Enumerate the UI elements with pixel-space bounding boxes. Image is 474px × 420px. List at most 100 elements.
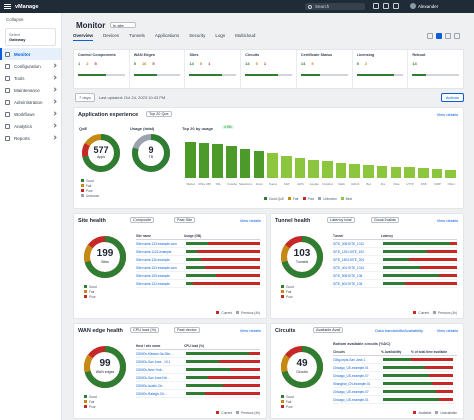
- view-details-link[interactable]: View details: [239, 328, 261, 333]
- help-icon[interactable]: [373, 3, 379, 9]
- row-link[interactable]: Site-name-123.example.com: [136, 241, 177, 246]
- row-link[interactable]: SITE_602:SITE_105: [333, 281, 363, 286]
- stat-card[interactable]: Licensing 5 2: [353, 50, 409, 88]
- table-row[interactable]: Shanghai_CN-example-01: [333, 380, 457, 388]
- user-menu[interactable]: Alexander: [410, 3, 438, 9]
- chart-bar[interactable]: [431, 169, 443, 178]
- chart-bar[interactable]: [226, 146, 237, 178]
- row-link[interactable]: C8000v-Austin-Ctr...: [136, 383, 165, 388]
- row-link[interactable]: SITE_005:SITE_1012: [333, 241, 365, 246]
- sidebar-item-reports[interactable]: Reports: [0, 132, 61, 144]
- table-row[interactable]: SITE_602:SITE_105: [333, 280, 457, 288]
- metric-dropdown[interactable]: Available Avail: [313, 327, 344, 333]
- tab-applications[interactable]: Applications: [154, 33, 180, 38]
- metric-dropdown[interactable]: Latency total: [327, 217, 355, 223]
- chart-bar[interactable]: [198, 142, 210, 178]
- table-row[interactable]: C8000v-Mission-3a-Site-...: [136, 350, 260, 358]
- chart-bar[interactable]: [212, 143, 224, 178]
- tab-tunnels[interactable]: Tunnels: [129, 33, 145, 38]
- row-link[interactable]: Site-name-103.example.com: [136, 265, 177, 270]
- collapse-button[interactable]: Collapse: [6, 17, 24, 22]
- stat-card[interactable]: Reboot 14: [408, 50, 463, 88]
- chart-bar[interactable]: [280, 156, 292, 178]
- table-row[interactable]: Chicago_US-example-01: [333, 396, 457, 404]
- table-row[interactable]: Chicago_US-example-01: [333, 364, 457, 372]
- time-range-select[interactable]: 7 days: [75, 93, 95, 102]
- grid-view-icon[interactable]: [436, 33, 442, 39]
- chart-bar[interactable]: [185, 141, 196, 178]
- chart-bar[interactable]: [335, 162, 347, 178]
- chart-bar[interactable]: [445, 170, 456, 178]
- table-row[interactable]: C8000v-New York...: [136, 366, 260, 374]
- view-details-link[interactable]: View details: [436, 112, 458, 117]
- table-row[interactable]: C8000v-San Jose - 10.1: [136, 358, 260, 366]
- row-link[interactable]: Site-name-122.example: [136, 281, 170, 286]
- tab-multicloud[interactable]: Multicloud: [235, 33, 256, 38]
- chart-bar[interactable]: [267, 153, 278, 178]
- layout-icon[interactable]: [427, 33, 433, 39]
- chart-bar[interactable]: [322, 161, 333, 178]
- chart-bar[interactable]: [417, 168, 429, 178]
- chart-bar[interactable]: [294, 157, 306, 178]
- filter-dropdown[interactable]: Past Site: [174, 217, 196, 223]
- table-row[interactable]: Site-name-12k-example: [136, 256, 260, 264]
- row-link[interactable]: C8000v-New York...: [136, 367, 165, 372]
- view-details-link[interactable]: View details: [239, 218, 261, 223]
- row-link[interactable]: C8000v-San Jose-NA...: [136, 375, 170, 380]
- notification-icon[interactable]: [383, 3, 389, 9]
- row-link[interactable]: Site-name-1122.example: [136, 249, 172, 254]
- settings-icon[interactable]: [393, 3, 399, 9]
- row-link[interactable]: Site-name-105.example: [136, 273, 170, 278]
- settings-icon[interactable]: [454, 33, 460, 39]
- metric-dropdown[interactable]: CPU load (%): [130, 327, 160, 333]
- table-row[interactable]: Chicago_US-example-07: [333, 388, 457, 396]
- stat-card[interactable]: Control Components 1 2 5: [74, 50, 130, 88]
- chart-bar[interactable]: [363, 164, 374, 178]
- search-input[interactable]: Search: [305, 3, 365, 10]
- table-row[interactable]: Site-name-105.example: [136, 272, 260, 280]
- table-row[interactable]: C8000v-Raleigh-Ctr...: [136, 390, 260, 398]
- stat-card[interactable]: Circuits 14 5 1: [241, 50, 297, 88]
- sidebar-item-monitor[interactable]: Monitor: [0, 48, 61, 60]
- row-link[interactable]: Chicago_US-example-07: [333, 389, 369, 394]
- row-link[interactable]: C8000v-Mission-3a-Site-...: [136, 351, 174, 356]
- sidebar-item-workflows[interactable]: Workflows: [0, 108, 61, 120]
- chart-bar[interactable]: [390, 166, 402, 178]
- qoe-dropdown[interactable]: Top 20 Qoe: [146, 111, 172, 117]
- sidebar-item-configuration[interactable]: Configuration: [0, 60, 61, 72]
- filter-dropdown[interactable]: Past device: [174, 327, 200, 333]
- sidebar-item-maintenance[interactable]: Maintenance: [0, 84, 61, 96]
- table-row[interactable]: C8kg-mpls-San Jose-1: [333, 356, 457, 364]
- row-link[interactable]: Chicago_US-example-01: [333, 397, 369, 402]
- tab-overview[interactable]: Overview: [73, 33, 94, 41]
- sidebar-item-administration[interactable]: Administration: [0, 96, 61, 108]
- table-row[interactable]: Site-name-123.example.com: [136, 240, 260, 248]
- chart-bar[interactable]: [349, 163, 361, 178]
- row-link[interactable]: SITE_1201:SITE_192: [333, 249, 365, 254]
- row-link[interactable]: Site-name-12k-example: [136, 257, 170, 262]
- sidebar-item-analytics[interactable]: Analytics: [0, 120, 61, 132]
- row-link[interactable]: SITE_401:SITE_1014: [333, 265, 365, 270]
- row-link[interactable]: C8000v-San Jose - 10.1: [136, 359, 171, 364]
- chart-bar[interactable]: [308, 160, 319, 178]
- table-row[interactable]: C8000v-Austin-Ctr...: [136, 382, 260, 390]
- row-link[interactable]: Shanghai_CN-example-01: [333, 381, 371, 386]
- table-row[interactable]: Site-name-1122.example: [136, 248, 260, 256]
- tab-security[interactable]: Security: [189, 33, 206, 38]
- actions-button[interactable]: Actions: [440, 93, 464, 102]
- view-details-link[interactable]: View details: [436, 218, 458, 223]
- row-link[interactable]: SITE_505:SITE_108: [333, 273, 363, 278]
- table-row[interactable]: Chicago_US-example-07: [333, 372, 457, 380]
- table-row[interactable]: SITE_505:SITE_108: [333, 272, 457, 280]
- stat-card[interactable]: WAN Edges 5 16 5: [130, 50, 186, 88]
- row-link[interactable]: Chicago_US-example-07: [333, 373, 369, 378]
- site-selector[interactable]: Select Gateway: [5, 28, 56, 46]
- chart-bar[interactable]: [253, 150, 265, 178]
- tab-devices[interactable]: Devices: [103, 33, 120, 38]
- stat-card[interactable]: Certificate Status 14 5: [297, 50, 353, 88]
- list-view-icon[interactable]: [445, 33, 451, 39]
- row-link[interactable]: Chicago_US-example-01: [333, 365, 369, 370]
- chart-bar[interactable]: [239, 148, 251, 178]
- row-link[interactable]: SITE_1503:SITE_204: [333, 257, 365, 262]
- tab-logs[interactable]: Logs: [215, 33, 226, 38]
